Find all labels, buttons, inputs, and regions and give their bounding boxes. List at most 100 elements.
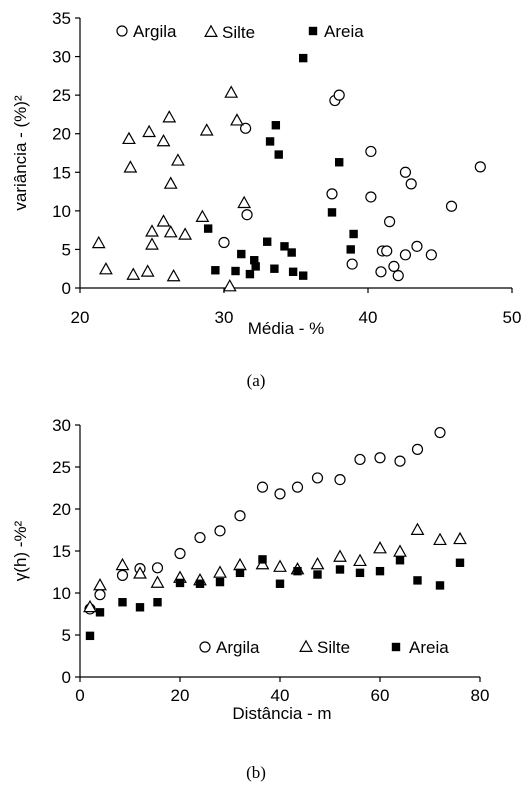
data-point-argila xyxy=(411,443,424,455)
data-point-silte xyxy=(150,575,165,588)
data-point-areia xyxy=(237,249,246,259)
data-point-areia xyxy=(95,608,105,617)
data-point-areia xyxy=(263,237,272,246)
series-areia xyxy=(203,53,358,280)
data-point-argila xyxy=(241,209,253,221)
legend-label-argila: Argila xyxy=(133,22,177,41)
y-tick-label: 20 xyxy=(52,125,71,144)
y-tick-label: 30 xyxy=(52,416,71,435)
data-point-argila xyxy=(388,260,400,272)
data-point-argila xyxy=(365,145,377,158)
data-point-argila xyxy=(214,525,226,537)
data-point-argila xyxy=(334,474,346,486)
x-tick-label: 80 xyxy=(471,686,490,705)
data-point-argila xyxy=(445,200,458,212)
data-point-argila xyxy=(333,89,345,101)
legend-label-areia: Areia xyxy=(324,22,364,41)
data-point-areia xyxy=(245,269,255,279)
data-point-argila xyxy=(94,589,106,601)
data-point-silte xyxy=(199,123,214,136)
data-point-silte xyxy=(93,578,107,591)
data-point-areia xyxy=(265,137,275,146)
data-point-areia xyxy=(270,264,279,273)
legend-marker-argila xyxy=(116,25,128,37)
data-point-silte xyxy=(310,557,325,570)
data-point-argila xyxy=(311,472,324,484)
data-point-areia xyxy=(335,158,344,167)
data-point-silte xyxy=(410,522,425,535)
data-point-argila xyxy=(240,122,252,134)
y-tick-label: 30 xyxy=(52,48,71,67)
data-point-silte xyxy=(145,224,159,237)
x-tick-label: 40 xyxy=(359,308,378,327)
data-point-areia xyxy=(349,229,358,239)
data-point-silte xyxy=(195,209,210,222)
data-point-areia xyxy=(375,566,385,576)
legend-marker-silte xyxy=(204,24,218,37)
data-point-silte xyxy=(126,267,141,280)
data-point-silte xyxy=(224,85,239,98)
x-tick-label: 20 xyxy=(71,308,90,327)
data-point-argila xyxy=(411,240,423,252)
y-tick-label: 15 xyxy=(52,163,71,182)
data-point-argila xyxy=(434,426,446,439)
x-tick-label: 50 xyxy=(503,308,522,327)
data-point-silte xyxy=(163,176,178,189)
panel-caption: (a) xyxy=(247,371,266,390)
data-point-silte xyxy=(222,279,237,292)
x-tick-label: 20 xyxy=(171,686,190,705)
data-point-silte xyxy=(122,131,136,145)
legend: Argila Silte Areia xyxy=(199,638,449,657)
data-point-areia xyxy=(231,266,240,276)
data-point-silte xyxy=(142,124,157,138)
data-point-argila xyxy=(474,161,486,173)
data-point-areia xyxy=(435,581,445,590)
x-tick-label: 60 xyxy=(371,686,390,705)
data-point-silte xyxy=(99,262,113,275)
data-point-areia xyxy=(235,568,245,578)
data-point-areia xyxy=(195,579,205,588)
y-tick-label: 25 xyxy=(52,458,71,477)
data-point-argila xyxy=(394,455,406,467)
legend-marker-argila xyxy=(199,641,211,653)
legend-marker-areia xyxy=(391,642,401,652)
data-point-argila xyxy=(151,562,164,574)
data-point-areia xyxy=(313,570,322,579)
data-point-areia xyxy=(153,598,162,607)
data-point-argila xyxy=(399,166,412,178)
data-point-argila xyxy=(381,245,393,257)
data-point-argila xyxy=(116,569,129,581)
data-point-areia xyxy=(250,256,259,265)
y-tick-label: 35 xyxy=(52,9,71,28)
data-point-silte xyxy=(91,235,106,249)
y-tick-label: 25 xyxy=(52,86,71,105)
data-point-silte xyxy=(115,557,130,571)
data-point-areia xyxy=(346,245,355,254)
data-point-areia xyxy=(251,262,260,271)
data-point-areia xyxy=(271,121,281,130)
data-point-silte xyxy=(156,214,171,227)
data-point-argila xyxy=(218,236,230,249)
data-point-argila xyxy=(392,270,404,282)
y-tick-label: 0 xyxy=(62,668,71,687)
data-point-areia xyxy=(335,565,345,574)
y-axis-title: variância - (%)² xyxy=(11,95,30,211)
data-point-argila xyxy=(425,249,437,261)
legend-label-silte: Silte xyxy=(317,638,350,657)
data-point-argila xyxy=(326,188,338,200)
data-point-silte xyxy=(353,553,367,567)
data-point-areia xyxy=(413,576,422,585)
data-point-silte xyxy=(393,544,407,557)
data-point-areia xyxy=(299,271,308,280)
data-point-areia xyxy=(85,631,95,641)
data-point-areia xyxy=(287,248,296,257)
data-point-silte xyxy=(162,110,177,123)
chart-b-semivariogram: 0 5 10 15 20 25 30 0 20 40 60 80 Distância - m γ(h) -… xyxy=(11,416,489,782)
series-argila xyxy=(84,426,446,615)
x-axis-title: Média - % xyxy=(248,319,325,338)
data-point-areia xyxy=(203,224,213,233)
data-point-areia xyxy=(211,266,220,275)
data-point-areia xyxy=(135,603,145,612)
data-point-silte xyxy=(156,133,171,147)
